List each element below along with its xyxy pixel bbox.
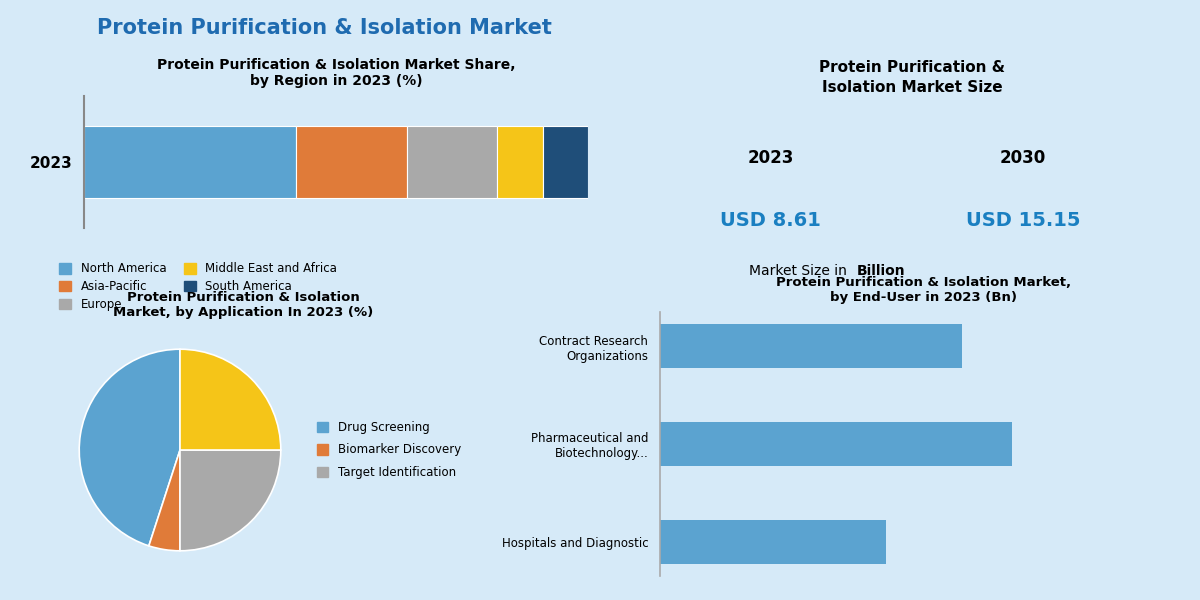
Bar <box>660 324 961 368</box>
Bar <box>407 125 497 198</box>
Text: 2030: 2030 <box>1000 149 1046 167</box>
Text: USD 15.15: USD 15.15 <box>966 211 1080 230</box>
Wedge shape <box>180 450 281 551</box>
Legend: Drug Screening, Biomarker Discovery, Target Identification: Drug Screening, Biomarker Discovery, Tar… <box>312 416 466 484</box>
Bar <box>497 125 542 198</box>
Bar <box>660 520 887 564</box>
Text: Market Size in: Market Size in <box>749 264 852 278</box>
Wedge shape <box>180 349 281 450</box>
Bar <box>542 125 588 198</box>
Title: Protein Purification & Isolation Market Share,
by Region in 2023 (%): Protein Purification & Isolation Market … <box>157 58 515 88</box>
Text: Protein Purification & Isolation Market: Protein Purification & Isolation Market <box>96 18 552 38</box>
Text: Billion: Billion <box>857 264 905 278</box>
Bar <box>84 125 295 198</box>
Wedge shape <box>79 349 180 546</box>
Legend: North America, Asia-Pacific, Europe, Middle East and Africa, South America: North America, Asia-Pacific, Europe, Mid… <box>55 257 342 316</box>
Bar <box>295 125 407 198</box>
Text: 2023: 2023 <box>748 149 794 167</box>
Text: USD 8.61: USD 8.61 <box>720 211 821 230</box>
Text: Protein Purification &
Isolation Market Size: Protein Purification & Isolation Market … <box>818 60 1006 95</box>
Title: Protein Purification & Isolation
Market, by Application In 2023 (%): Protein Purification & Isolation Market,… <box>113 290 373 319</box>
Wedge shape <box>149 450 180 551</box>
Title: Protein Purification & Isolation Market,
by End-User in 2023 (Bn): Protein Purification & Isolation Market,… <box>776 276 1072 304</box>
Bar <box>660 422 1012 466</box>
